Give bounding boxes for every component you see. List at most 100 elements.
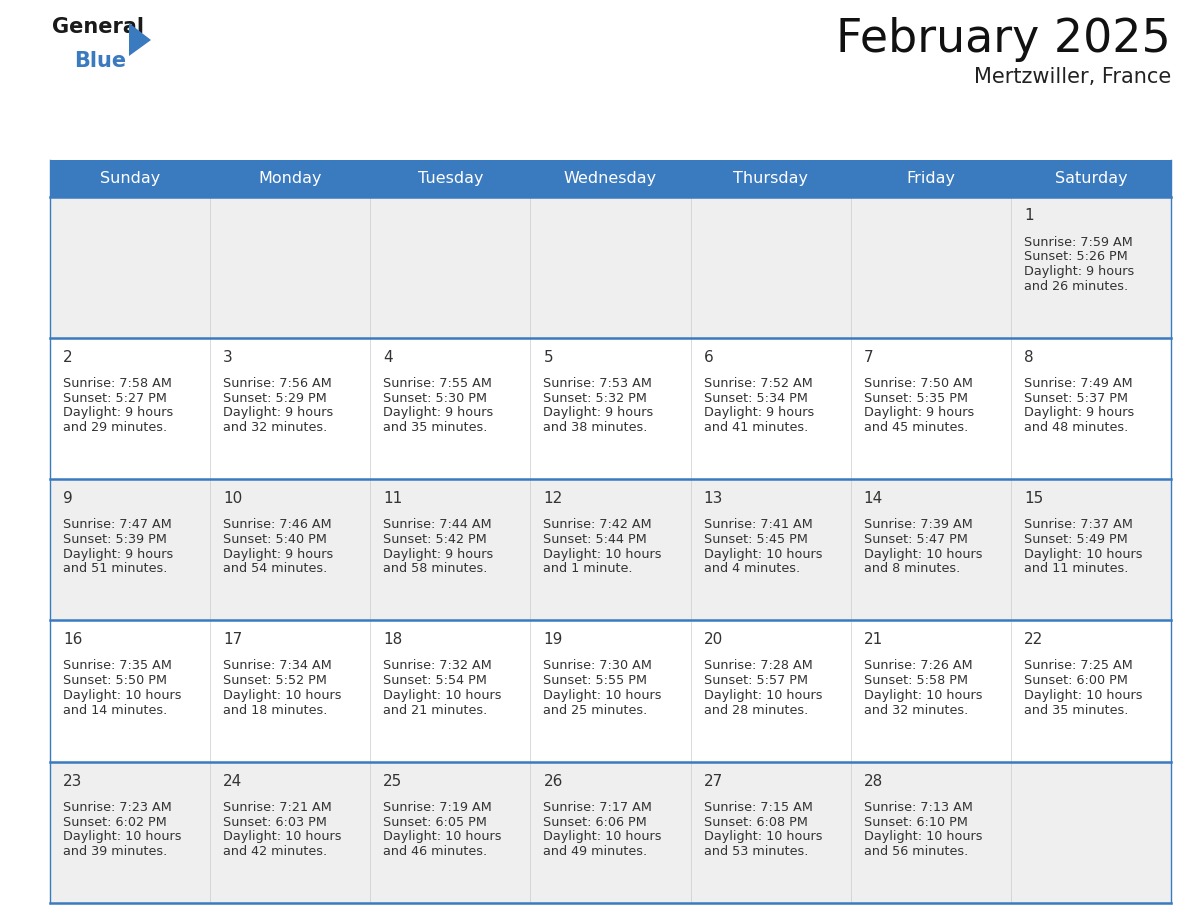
Text: Sunset: 6:05 PM: Sunset: 6:05 PM (384, 815, 487, 829)
Text: Sunset: 5:52 PM: Sunset: 5:52 PM (223, 674, 327, 688)
Text: Sunrise: 7:53 AM: Sunrise: 7:53 AM (543, 376, 652, 390)
Text: Daylight: 9 hours: Daylight: 9 hours (864, 407, 974, 420)
Text: Sunset: 5:55 PM: Sunset: 5:55 PM (543, 674, 647, 688)
Text: Sunrise: 7:32 AM: Sunrise: 7:32 AM (384, 659, 492, 672)
Text: Daylight: 10 hours: Daylight: 10 hours (1024, 689, 1143, 702)
Bar (50, 762, 1171, 903)
Text: 3: 3 (223, 350, 233, 364)
Text: Monday: Monday (259, 171, 322, 185)
Text: Sunset: 5:44 PM: Sunset: 5:44 PM (543, 533, 647, 546)
Text: Daylight: 9 hours: Daylight: 9 hours (703, 407, 814, 420)
Text: and 1 minute.: and 1 minute. (543, 563, 633, 576)
Text: Sunset: 5:29 PM: Sunset: 5:29 PM (223, 392, 327, 405)
Text: Sunrise: 7:41 AM: Sunrise: 7:41 AM (703, 518, 813, 532)
Text: Sunrise: 7:49 AM: Sunrise: 7:49 AM (1024, 376, 1132, 390)
Text: Sunrise: 7:30 AM: Sunrise: 7:30 AM (543, 659, 652, 672)
Text: General: General (52, 17, 144, 37)
Text: and 35 minutes.: and 35 minutes. (1024, 704, 1129, 717)
Text: 11: 11 (384, 491, 403, 506)
Text: Daylight: 10 hours: Daylight: 10 hours (223, 830, 342, 844)
Text: Sunset: 5:58 PM: Sunset: 5:58 PM (864, 674, 968, 688)
Text: Daylight: 10 hours: Daylight: 10 hours (703, 548, 822, 561)
Text: 28: 28 (864, 774, 883, 789)
Text: Daylight: 9 hours: Daylight: 9 hours (1024, 407, 1135, 420)
Text: Sunrise: 7:35 AM: Sunrise: 7:35 AM (63, 659, 172, 672)
Text: 27: 27 (703, 774, 722, 789)
Text: Sunrise: 7:44 AM: Sunrise: 7:44 AM (384, 518, 492, 532)
Text: Mertzwiller, France: Mertzwiller, France (974, 67, 1171, 87)
Text: Sunset: 5:34 PM: Sunset: 5:34 PM (703, 392, 808, 405)
Text: Sunset: 5:45 PM: Sunset: 5:45 PM (703, 533, 808, 546)
Text: Daylight: 10 hours: Daylight: 10 hours (384, 689, 501, 702)
Text: 4: 4 (384, 350, 393, 364)
Text: Daylight: 9 hours: Daylight: 9 hours (1024, 265, 1135, 278)
Text: and 21 minutes.: and 21 minutes. (384, 704, 487, 717)
Text: Sunset: 5:54 PM: Sunset: 5:54 PM (384, 674, 487, 688)
Text: and 35 minutes.: and 35 minutes. (384, 421, 487, 434)
Polygon shape (129, 23, 151, 56)
Text: Saturday: Saturday (1055, 171, 1127, 185)
Bar (50, 160, 1171, 196)
Text: and 8 minutes.: and 8 minutes. (864, 563, 960, 576)
Text: Daylight: 10 hours: Daylight: 10 hours (384, 830, 501, 844)
Text: Sunset: 5:27 PM: Sunset: 5:27 PM (63, 392, 166, 405)
Bar (50, 621, 1171, 762)
Text: Sunrise: 7:19 AM: Sunrise: 7:19 AM (384, 800, 492, 813)
Text: and 25 minutes.: and 25 minutes. (543, 704, 647, 717)
Text: Daylight: 10 hours: Daylight: 10 hours (223, 689, 342, 702)
Text: and 18 minutes.: and 18 minutes. (223, 704, 328, 717)
Text: and 32 minutes.: and 32 minutes. (223, 421, 328, 434)
Bar (50, 196, 1171, 338)
Text: Sunrise: 7:39 AM: Sunrise: 7:39 AM (864, 518, 973, 532)
Text: and 41 minutes.: and 41 minutes. (703, 421, 808, 434)
Text: 16: 16 (63, 633, 82, 647)
Text: and 46 minutes.: and 46 minutes. (384, 845, 487, 858)
Text: Daylight: 10 hours: Daylight: 10 hours (703, 689, 822, 702)
Text: Sunrise: 7:25 AM: Sunrise: 7:25 AM (1024, 659, 1132, 672)
Text: Sunrise: 7:13 AM: Sunrise: 7:13 AM (864, 800, 973, 813)
Text: Sunrise: 7:58 AM: Sunrise: 7:58 AM (63, 376, 172, 390)
Text: 7: 7 (864, 350, 873, 364)
Text: Sunrise: 7:26 AM: Sunrise: 7:26 AM (864, 659, 972, 672)
Text: Sunrise: 7:55 AM: Sunrise: 7:55 AM (384, 376, 492, 390)
Text: and 28 minutes.: and 28 minutes. (703, 704, 808, 717)
Text: 22: 22 (1024, 633, 1043, 647)
Text: 1: 1 (1024, 208, 1034, 223)
Text: Wednesday: Wednesday (564, 171, 657, 185)
Text: Sunset: 6:03 PM: Sunset: 6:03 PM (223, 815, 327, 829)
Text: Sunset: 6:08 PM: Sunset: 6:08 PM (703, 815, 808, 829)
Text: 17: 17 (223, 633, 242, 647)
Text: and 26 minutes.: and 26 minutes. (1024, 280, 1127, 293)
Text: 13: 13 (703, 491, 723, 506)
Text: Sunrise: 7:52 AM: Sunrise: 7:52 AM (703, 376, 813, 390)
Text: Friday: Friday (906, 171, 955, 185)
Text: Sunrise: 7:50 AM: Sunrise: 7:50 AM (864, 376, 973, 390)
Text: and 49 minutes.: and 49 minutes. (543, 845, 647, 858)
Text: and 11 minutes.: and 11 minutes. (1024, 563, 1129, 576)
Text: 12: 12 (543, 491, 563, 506)
Text: Daylight: 9 hours: Daylight: 9 hours (543, 407, 653, 420)
Text: Daylight: 10 hours: Daylight: 10 hours (1024, 548, 1143, 561)
Text: Sunset: 5:47 PM: Sunset: 5:47 PM (864, 533, 967, 546)
Text: 2: 2 (63, 350, 72, 364)
Text: Daylight: 10 hours: Daylight: 10 hours (63, 689, 182, 702)
Text: Daylight: 10 hours: Daylight: 10 hours (63, 830, 182, 844)
Text: Sunset: 5:49 PM: Sunset: 5:49 PM (1024, 533, 1127, 546)
Text: Sunrise: 7:23 AM: Sunrise: 7:23 AM (63, 800, 172, 813)
Text: 10: 10 (223, 491, 242, 506)
Text: Sunset: 6:10 PM: Sunset: 6:10 PM (864, 815, 967, 829)
Text: 19: 19 (543, 633, 563, 647)
Text: February 2025: February 2025 (836, 17, 1171, 62)
Text: and 58 minutes.: and 58 minutes. (384, 563, 487, 576)
Text: Sunset: 5:26 PM: Sunset: 5:26 PM (1024, 251, 1127, 263)
Text: Thursday: Thursday (733, 171, 808, 185)
Text: Daylight: 9 hours: Daylight: 9 hours (223, 407, 334, 420)
Text: Sunset: 6:02 PM: Sunset: 6:02 PM (63, 815, 166, 829)
Text: 26: 26 (543, 774, 563, 789)
Text: and 39 minutes.: and 39 minutes. (63, 845, 168, 858)
Text: 5: 5 (543, 350, 554, 364)
Text: Daylight: 9 hours: Daylight: 9 hours (384, 407, 493, 420)
Text: and 45 minutes.: and 45 minutes. (864, 421, 968, 434)
Text: and 56 minutes.: and 56 minutes. (864, 845, 968, 858)
Text: 23: 23 (63, 774, 82, 789)
